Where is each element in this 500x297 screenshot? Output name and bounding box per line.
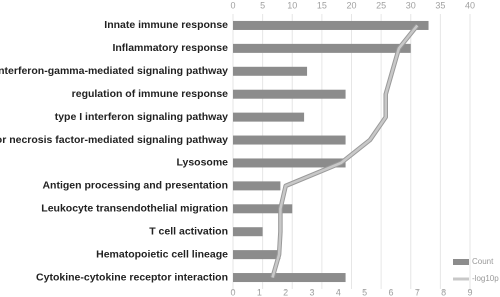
bar [233,112,305,122]
x2-tick-label: 4 [336,287,341,297]
legend-label: -log10p [472,274,499,283]
line [271,24,419,278]
x2-tick-label: 6 [388,287,393,297]
y-tick-label: Inflammatory response [112,42,228,54]
x2-tick-label: 9 [467,287,472,297]
y-tick-label: interferon-gamma-mediated signaling path… [0,65,228,77]
bar [233,227,263,237]
y-tick-label: Leukocyte transendothelial migration [41,203,228,215]
x2-tick-label: 1 [257,287,262,297]
bar [233,20,429,30]
x-tick-label: 5 [260,0,265,10]
x-tick-label: 10 [287,0,297,10]
x2-tick-label: 0 [230,287,235,297]
bar [233,204,293,214]
y-tick-label: Hematopoietic cell lineage [96,248,228,260]
x-tick-label: 15 [317,0,327,10]
x2-tick-label: 2 [283,287,288,297]
x-tick-label: 35 [435,0,445,10]
bar [233,135,346,145]
y-tick-label: Cytokine-cytokine receptor interaction [36,271,228,283]
y-tick-label: regulation of immune response [72,88,229,100]
x-tick-label: 20 [346,0,356,10]
x-tick-label: 0 [230,0,235,10]
x2-tick-label: 8 [441,287,446,297]
legend-swatch [453,259,469,265]
y-tick-label: Antigen processing and presentation [42,180,228,192]
bar [233,89,346,99]
x-tick-label: 30 [406,0,416,10]
x2-tick-label: 7 [415,287,420,297]
y-tick-label: type I interferon signaling pathway [55,111,228,123]
x-tick-label: 40 [465,0,475,10]
bar [233,43,411,53]
bar [233,158,346,168]
bar [233,250,281,260]
bar [233,66,308,76]
x2-tick-label: 5 [362,287,367,297]
y-tick-label: T cell activation [149,225,228,237]
bar [233,181,281,191]
y-tick-label: Innate immune response [104,19,228,31]
x2-tick-label: 3 [309,287,314,297]
legend-label: Count [472,257,494,266]
bar [233,273,346,283]
x-tick-label: 25 [376,0,386,10]
y-tick-label: Lysosome [176,157,228,169]
y-tick-label: tumor necrosis factor-mediated signaling… [0,134,228,146]
